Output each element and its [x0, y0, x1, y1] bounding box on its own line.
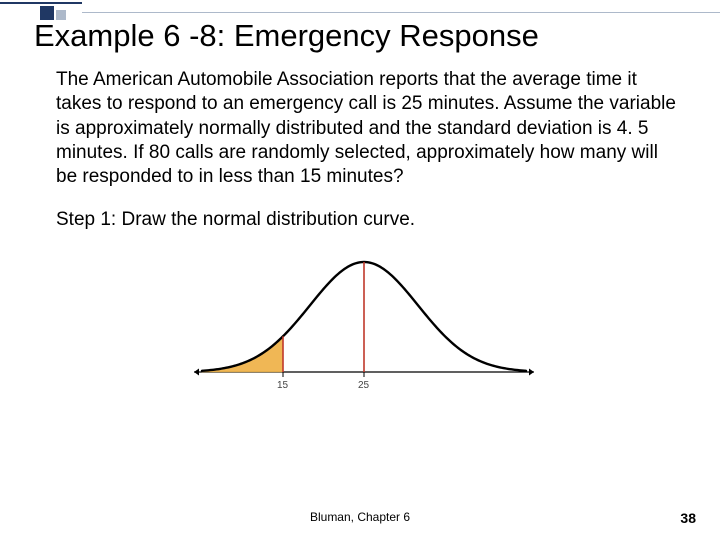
slide-content: Example 6 -8: Emergency Response The Ame… — [34, 18, 694, 406]
x-tick-label-25: 25 — [358, 380, 369, 391]
decor-line-light — [82, 12, 720, 13]
slide-title: Example 6 -8: Emergency Response — [34, 18, 694, 54]
x-tick-label-15: 15 — [277, 380, 288, 391]
footer-source: Bluman, Chapter 6 — [310, 510, 410, 524]
slide-footer: Bluman, Chapter 6 38 — [0, 510, 720, 530]
step-1-label: Step 1: Draw the normal distribution cur… — [56, 208, 694, 232]
decor-line-dark — [0, 2, 82, 4]
problem-statement: The American Automobile Association repo… — [56, 68, 684, 190]
footer-page-number: 38 — [680, 510, 696, 526]
chart-container: 15 25 — [34, 246, 694, 406]
normal-distribution-chart: 15 25 — [184, 246, 544, 406]
